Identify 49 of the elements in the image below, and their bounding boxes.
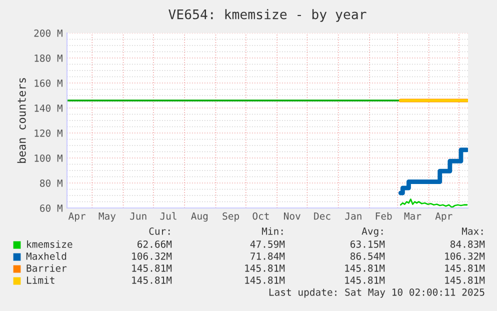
y-tick-label: 160 M bbox=[34, 80, 62, 87]
text: 145.81M bbox=[132, 264, 172, 272]
text: 63.15M bbox=[350, 240, 385, 248]
text: 145.81M bbox=[345, 264, 385, 272]
text: 145.81M bbox=[445, 276, 485, 284]
legend-label: Limit bbox=[27, 276, 54, 284]
y-tick-label: 120 M bbox=[34, 130, 62, 137]
text: Cur: bbox=[149, 227, 170, 235]
text: 84.83M bbox=[450, 240, 485, 248]
text: Last update: Sat May 10 02:00:11 2025 bbox=[269, 288, 484, 298]
x-tick-label: Feb bbox=[376, 212, 392, 220]
x-tick-label: Nov bbox=[284, 212, 300, 220]
x-tick-label: Aug bbox=[191, 212, 208, 222]
text: 47.59M bbox=[250, 240, 285, 248]
text: 145.81M bbox=[245, 264, 285, 272]
text: Avg: bbox=[362, 228, 383, 237]
x-tick-label: Oct bbox=[252, 212, 269, 220]
x-tick-label: Jun bbox=[130, 212, 146, 220]
chart-title: VE654: kmemsize - by year bbox=[168, 9, 366, 22]
text: Min: bbox=[262, 227, 283, 235]
x-tick-label: Jan bbox=[345, 212, 362, 220]
line-series bbox=[400, 198, 468, 208]
y-tick-label: 60 M bbox=[40, 204, 62, 212]
legend-label: Maxheld bbox=[26, 252, 66, 260]
text: 62.66M bbox=[138, 240, 172, 248]
y-tick-label: 180 M bbox=[34, 54, 62, 62]
text: 86.54M bbox=[350, 252, 385, 260]
text: Max: bbox=[462, 228, 483, 235]
text: 145.81M bbox=[132, 276, 172, 284]
x-tick-label: Sep bbox=[222, 212, 240, 222]
legend-label: kmemsize bbox=[27, 240, 72, 248]
text: 145.81M bbox=[245, 276, 285, 284]
x-tick-label: Jul bbox=[160, 212, 176, 220]
y-tick-label: 100 M bbox=[34, 154, 62, 162]
y-axis-title: bean counters bbox=[17, 78, 26, 163]
x-tick-label: Mar bbox=[404, 212, 422, 220]
x-tick-label: Apr bbox=[435, 212, 452, 222]
text: 106.32M bbox=[132, 252, 172, 260]
y-tick-label: 200 M bbox=[34, 30, 62, 37]
text: 145.81M bbox=[445, 264, 485, 272]
text: 145.81M bbox=[345, 276, 385, 284]
x-tick-label: Dec bbox=[314, 212, 330, 220]
x-tick-label: May bbox=[98, 212, 116, 222]
y-tick-label: 80 M bbox=[40, 180, 62, 187]
text: 71.84M bbox=[250, 252, 285, 260]
legend-label: Barrier bbox=[26, 264, 67, 272]
x-tick-label: Apr bbox=[68, 212, 86, 222]
y-tick-label: 140 M bbox=[34, 104, 62, 112]
text: 106.32M bbox=[445, 252, 485, 260]
